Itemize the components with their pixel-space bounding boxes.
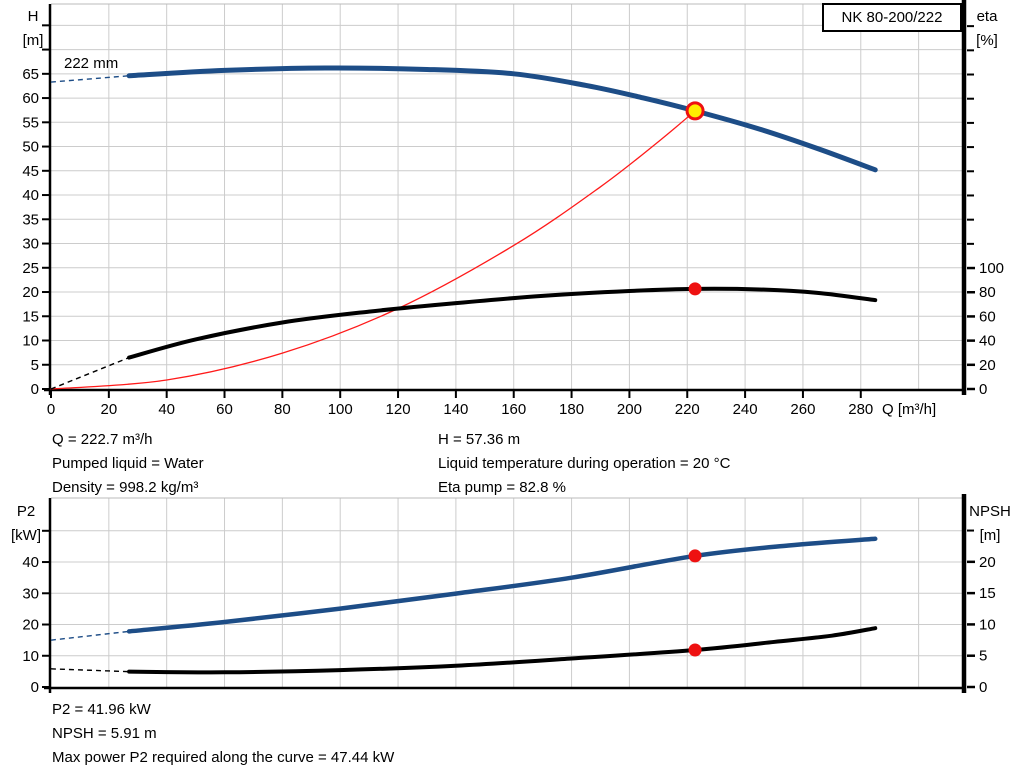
left-axis-ticks: 0 5 10 15 20 25 30 35 40 45 50 55 60 65 [22,24,49,398]
p2-curve-dashed-extension [50,630,130,641]
pump-type-label-box: NK 80-200/222 [822,3,962,32]
right-axis-title: eta [977,8,999,25]
npsh-curve [127,626,878,675]
tick-label: 100 [979,260,1004,277]
tick-label: 60 [22,90,39,107]
head-value: H = 57.36 m [438,431,521,448]
tick-label: 45 [22,163,39,180]
system-curve [50,110,696,390]
p2-curve [126,536,878,634]
x-axis-title: Q [m³/h] [882,401,936,418]
duty-info-left: Q = 222.7 m³/h Pumped liquid = Water Den… [52,428,204,500]
x-axis-ticks: 0 20 40 60 80 100 120 140 160 180 200 220 240 260 280 [47,391,873,418]
tick-label: 20 [22,617,39,634]
right-axis-ticks: 0 20 40 60 80 100 [967,25,1004,398]
left-axis-title: [m] [23,32,44,49]
tick-label: 25 [22,260,39,277]
tick-label: 240 [733,401,758,418]
right-axis-title: [%] [976,32,998,49]
tick-label: 180 [559,401,584,418]
right-axis-title: [m] [980,527,1001,544]
eta-point-marker [688,282,702,296]
duty-info-right: H = 57.36 m Liquid temperature during op… [438,428,730,500]
tick-label: 0 [31,679,39,696]
tick-label: 10 [22,333,39,350]
npsh-curve-dashed-extension [50,668,130,673]
tick-label: 60 [216,401,233,418]
pump-type-label: NK 80-200/222 [841,9,943,26]
npsh-point-marker [688,643,702,657]
left-axis-title: P2 [17,503,35,520]
density-value: Density = 998.2 kg/m³ [52,479,199,496]
tick-label: 120 [386,401,411,418]
tick-label: 40 [22,187,39,204]
right-axis-ticks: 0 5 10 15 20 [967,529,996,696]
tick-label: 0 [31,381,39,398]
tick-label: 160 [501,401,526,418]
tick-label: 15 [22,308,39,325]
head-curve-dashed-extension [50,75,130,83]
tick-label: 20 [100,401,117,418]
chart-0: 0 5 10 15 20 25 30 35 40 45 50 55 60 65 0 20 40 60 80 100 0 2… [22,0,1004,418]
npsh-value: NPSH = 5.91 m [52,725,157,742]
tick-label: 15 [979,585,996,602]
tick-label: 5 [979,648,987,665]
tick-label: 60 [979,308,996,325]
tick-label: 100 [328,401,353,418]
liquid-temperature: Liquid temperature during operation = 20… [438,455,731,472]
tick-label: 0 [979,679,987,696]
efficiency-curve-dashed-extension [50,356,130,390]
tick-label: 50 [22,139,39,156]
chart-1: 0 10 20 30 40 0 5 10 15 20 P2 [kW] NPSH [m] [11,494,1011,696]
tick-label: 20 [22,284,39,301]
tick-label: 0 [979,381,987,398]
tick-label: 55 [22,114,39,131]
tick-label: 0 [47,401,55,418]
head-curve [126,65,878,173]
tick-label: 280 [848,401,873,418]
tick-label: 40 [979,333,996,350]
left-axis-title: [kW] [11,527,41,544]
tick-label: 40 [158,401,175,418]
tick-label: 65 [22,66,39,83]
tick-label: 20 [979,357,996,374]
tick-label: 40 [22,554,39,571]
tick-label: 35 [22,211,39,228]
left-axis-ticks: 0 10 20 30 40 [22,529,49,696]
curve-label: 222 mm [64,55,118,72]
tick-label: 80 [979,284,996,301]
tick-label: 20 [979,554,996,571]
max-power-value: Max power P2 required along the curve = … [52,749,395,766]
eta-pump-value: Eta pump = 82.8 % [438,479,566,496]
tick-label: 80 [274,401,291,418]
left-axis-title: H [28,8,39,25]
p2-point-marker [688,549,702,563]
pumped-liquid: Pumped liquid = Water [52,455,204,472]
right-axis-title: NPSH [969,503,1011,520]
flow-value: Q = 222.7 m³/h [52,431,153,448]
power-info: P2 = 41.96 kW NPSH = 5.91 m Max power P2… [52,698,394,770]
tick-label: 200 [617,401,642,418]
tick-label: 30 [22,585,39,602]
tick-label: 30 [22,236,39,253]
grid [51,4,962,389]
tick-label: 5 [31,357,39,374]
p2-value: P2 = 41.96 kW [52,701,151,718]
grid [51,498,962,687]
tick-label: 140 [443,401,468,418]
tick-label: 260 [790,401,815,418]
tick-label: 10 [979,616,996,633]
tick-label: 220 [675,401,700,418]
efficiency-curve [127,286,878,360]
tick-label: 10 [22,648,39,665]
duty-point-marker [685,101,705,121]
